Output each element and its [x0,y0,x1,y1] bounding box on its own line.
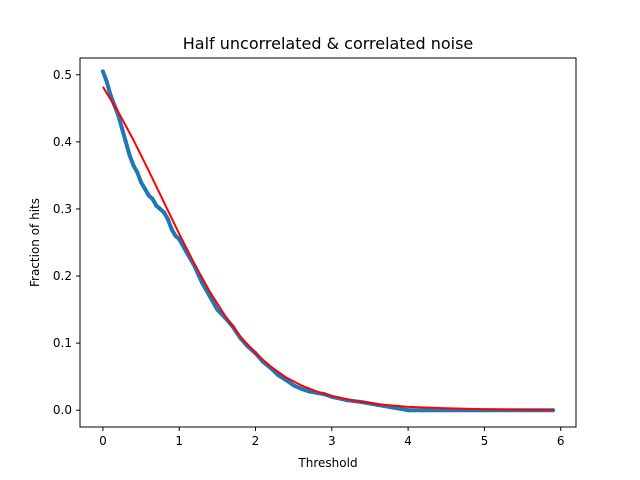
y-axis-ticks: 0.0 0.1 0.2 0.3 0.4 0.5 [53,68,80,417]
data-point [173,233,178,238]
data-point [406,408,411,413]
data-point [169,227,174,232]
x-tick-label: 2 [252,434,260,448]
data-point [299,386,304,391]
data-point [150,196,155,201]
data-point [215,307,220,312]
plot-frame [79,57,577,428]
data-point [177,237,182,242]
data-point [158,207,163,211]
data-point [120,126,124,131]
y-tick-label: 0.3 [53,202,72,216]
y-tick-label: 0.4 [53,135,72,149]
y-tick-label: 0.0 [53,403,72,417]
plot-area [80,58,576,427]
x-tick-label: 3 [328,434,336,448]
y-axis-label: Fraction of hits [28,198,42,287]
data-point [127,153,132,158]
x-axis-ticks: 0 1 2 3 4 5 6 [99,427,565,448]
data-point [421,408,426,413]
x-tick-label: 1 [175,434,183,448]
data-point [200,280,205,285]
data-point [276,373,281,378]
data-point [306,389,311,394]
x-tick-label: 5 [481,434,489,448]
y-tick-label: 0.1 [53,336,72,350]
y-tick-label: 0.2 [53,269,72,283]
data-point [161,210,166,215]
data-point [135,170,140,175]
data-point [165,217,170,221]
data-point [139,180,143,185]
x-axis-label: Threshold [297,456,357,470]
data-point [142,186,147,191]
data-point [146,193,151,198]
data-point [123,139,128,144]
data-layer [100,69,556,413]
x-tick-label: 4 [404,434,412,448]
x-tick-label: 0 [99,434,107,448]
data-point [100,69,105,74]
data-point [207,294,212,299]
data-point [131,163,136,168]
y-tick-label: 0.5 [53,68,72,82]
data-point [154,203,159,208]
x-tick-label: 6 [557,434,565,448]
data-point [291,383,296,388]
data-point [104,79,109,84]
chart-title: Half uncorrelated & correlated noise [183,34,474,53]
fit-curve [102,86,554,411]
